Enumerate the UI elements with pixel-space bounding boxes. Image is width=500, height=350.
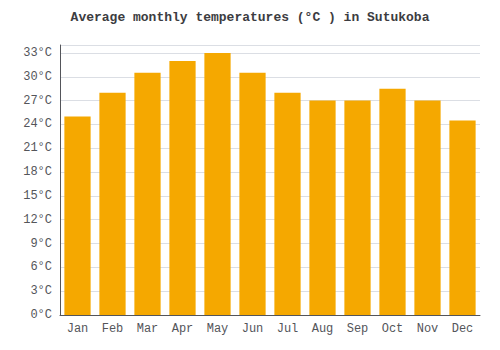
svg-text:6°C: 6°C [30, 260, 52, 274]
svg-text:30°C: 30°C [23, 70, 52, 84]
svg-text:27°C: 27°C [23, 94, 52, 108]
svg-text:Jan: Jan [67, 322, 89, 336]
svg-text:Average monthly temperatures (: Average monthly temperatures (°C ) in Su… [71, 10, 430, 25]
svg-text:9°C: 9°C [30, 237, 52, 251]
svg-text:Nov: Nov [417, 322, 439, 336]
svg-text:18°C: 18°C [23, 165, 52, 179]
svg-text:0°C: 0°C [30, 308, 52, 322]
svg-text:Sep: Sep [347, 322, 369, 336]
svg-text:12°C: 12°C [23, 213, 52, 227]
svg-text:Feb: Feb [102, 322, 124, 336]
svg-text:Apr: Apr [172, 322, 194, 336]
svg-text:Jun: Jun [242, 322, 264, 336]
svg-text:Aug: Aug [312, 322, 334, 336]
svg-text:33°C: 33°C [23, 46, 52, 60]
svg-text:24°C: 24°C [23, 117, 52, 131]
svg-text:May: May [207, 322, 229, 336]
svg-text:Dec: Dec [452, 322, 474, 336]
svg-text:Mar: Mar [137, 322, 159, 336]
svg-text:Oct: Oct [382, 322, 404, 336]
svg-text:Jul: Jul [277, 322, 299, 336]
svg-text:15°C: 15°C [23, 189, 52, 203]
svg-text:21°C: 21°C [23, 141, 52, 155]
svg-text:3°C: 3°C [30, 284, 52, 298]
